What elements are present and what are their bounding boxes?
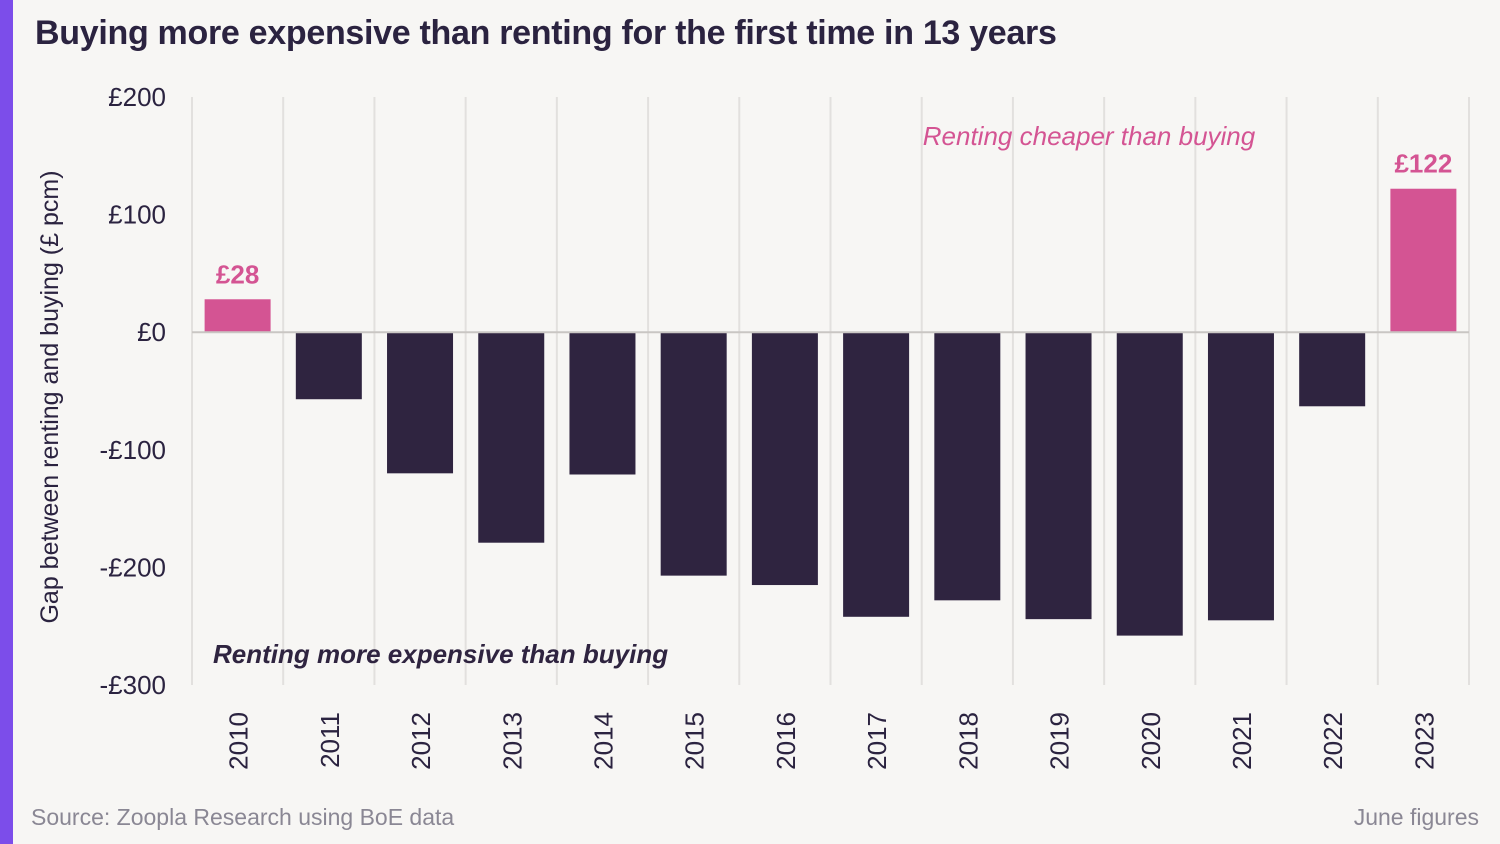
x-tick-label: 2013 xyxy=(497,712,527,770)
source-note: Source: Zoopla Research using BoE data xyxy=(31,804,455,830)
y-tick-label: -£100 xyxy=(100,435,167,465)
bar-2016 xyxy=(751,332,818,586)
y-tick-label: -£200 xyxy=(100,552,167,582)
bar-2017 xyxy=(843,332,910,617)
bar-2010 xyxy=(204,299,271,333)
figures-note: June figures xyxy=(1353,804,1479,830)
y-tick-label: £0 xyxy=(137,317,166,347)
bar-2021 xyxy=(1207,332,1274,621)
chart-title: Buying more expensive than renting for t… xyxy=(35,14,1057,52)
bar-2019 xyxy=(1025,332,1092,620)
annotation-negative: Renting more expensive than buying xyxy=(213,639,668,669)
bar-2014 xyxy=(569,332,636,475)
annotation-positive: Renting cheaper than buying xyxy=(923,121,1256,151)
bar-2022 xyxy=(1299,332,1366,407)
bar-2013 xyxy=(478,332,545,543)
accent-bar xyxy=(0,0,13,844)
x-tick-label: 2010 xyxy=(224,712,254,770)
x-tick-label: 2022 xyxy=(1318,712,1348,770)
bar-2011 xyxy=(295,332,362,400)
x-tick-label: 2016 xyxy=(771,712,801,770)
x-tick-label: 2023 xyxy=(1409,712,1439,770)
x-tick-label: 2014 xyxy=(588,712,618,770)
x-tick-label: 2011 xyxy=(315,712,345,768)
x-tick-label: 2020 xyxy=(1136,712,1166,770)
bar-2018 xyxy=(934,332,1001,601)
data-label-2010: £28 xyxy=(216,259,259,289)
x-tick-label: 2015 xyxy=(680,712,710,770)
y-axis-label: Gap between renting and buying (£ pcm) xyxy=(36,170,64,623)
x-tick-label: 2019 xyxy=(1045,712,1075,770)
x-tick-label: 2017 xyxy=(862,712,892,770)
data-label-2023: £122 xyxy=(1394,149,1452,179)
x-tick-label: 2018 xyxy=(953,712,983,770)
bar-2023 xyxy=(1390,188,1457,333)
y-tick-label: -£300 xyxy=(100,670,167,700)
x-tick-label: 2021 xyxy=(1227,712,1257,770)
y-tick-label: £100 xyxy=(108,200,166,230)
bar-2020 xyxy=(1116,332,1183,636)
bar-2012 xyxy=(387,332,454,474)
y-tick-label: £200 xyxy=(108,82,166,112)
bar-2015 xyxy=(660,332,727,576)
x-tick-label: 2012 xyxy=(406,712,436,770)
